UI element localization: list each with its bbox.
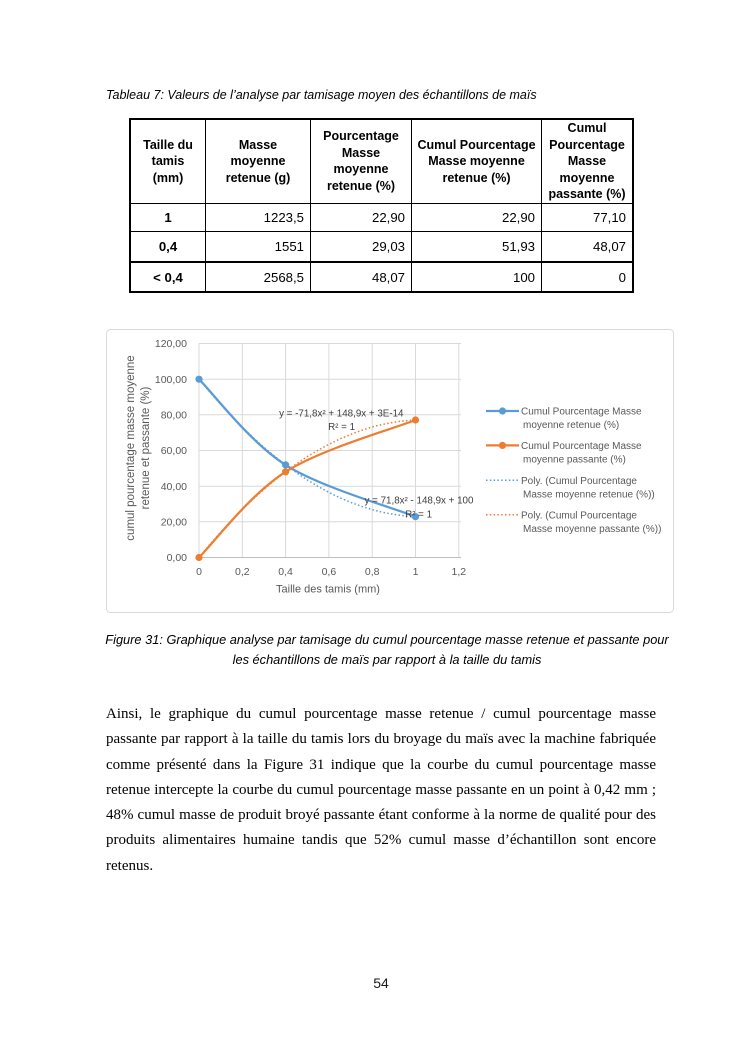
svg-text:moyenne passante (%): moyenne passante (%) [523, 455, 626, 466]
svg-text:80,00: 80,00 [161, 410, 187, 422]
svg-text:0,4: 0,4 [278, 566, 293, 578]
svg-text:1,2: 1,2 [451, 566, 466, 578]
svg-text:Masse moyenne retenue (%)): Masse moyenne retenue (%)) [523, 489, 655, 500]
svg-text:Poly. (Cumul Pourcentage: Poly. (Cumul Pourcentage [521, 511, 637, 522]
svg-text:120,00: 120,00 [155, 338, 187, 350]
svg-text:y = 71,8x² - 148,9x + 100: y = 71,8x² - 148,9x + 100 [365, 496, 474, 507]
svg-text:Masse moyenne passante (%)): Masse moyenne passante (%)) [523, 524, 661, 535]
svg-text:0,6: 0,6 [322, 566, 337, 578]
svg-text:y = -71,8x² + 148,9x + 3E-14: y = -71,8x² + 148,9x + 3E-14 [279, 409, 404, 420]
svg-text:0,00: 0,00 [167, 552, 188, 564]
svg-text:R² = 1: R² = 1 [328, 422, 355, 433]
svg-text:Cumul Pourcentage Masse: Cumul Pourcentage Masse [521, 407, 642, 418]
svg-text:cumul pourcentage masse moyenn: cumul pourcentage masse moyenne [125, 355, 137, 540]
svg-text:0,8: 0,8 [365, 566, 380, 578]
svg-text:Poly. (Cumul Pourcentage: Poly. (Cumul Pourcentage [521, 476, 637, 487]
svg-text:1: 1 [413, 566, 419, 578]
svg-text:20,00: 20,00 [161, 517, 187, 529]
svg-text:Cumul Pourcentage Masse: Cumul Pourcentage Masse [521, 441, 642, 452]
svg-text:R² = 1: R² = 1 [405, 509, 432, 520]
svg-text:Taille des tamis (mm): Taille des tamis (mm) [276, 583, 380, 595]
svg-text:0,2: 0,2 [235, 566, 250, 578]
svg-text:moyenne retenue (%): moyenne retenue (%) [523, 420, 619, 431]
svg-text:100,00: 100,00 [155, 374, 187, 386]
svg-text:40,00: 40,00 [161, 481, 187, 493]
svg-text:0: 0 [196, 566, 202, 578]
svg-text:retenue et passante (%): retenue et passante (%) [140, 386, 152, 509]
svg-text:60,00: 60,00 [161, 445, 187, 457]
